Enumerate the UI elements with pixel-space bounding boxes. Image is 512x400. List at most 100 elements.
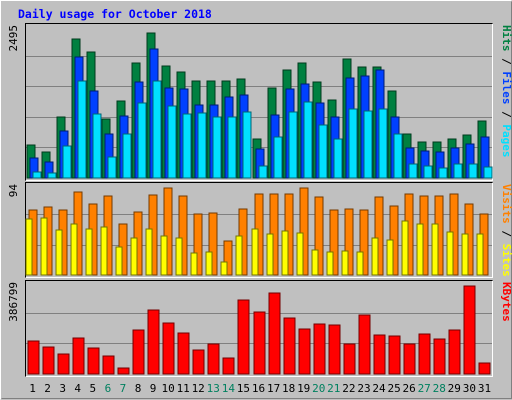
x-axis-labels: 1 2 3 4 5 6 7 8 9 10 11 12 13 14 15 16 17 18 19 20 21 22 23 24 2…: [29, 382, 491, 395]
x-tick-label: 14: [222, 382, 236, 395]
bar-kbytes-day-17: [268, 292, 281, 375]
bars-visits-sites: [25, 187, 489, 276]
bar-visits-day-19: [299, 187, 309, 276]
bar-kbytes-day-2: [42, 346, 55, 375]
bar-kbytes-day-26: [403, 343, 416, 375]
bar-visits-day-13: [208, 212, 218, 276]
bar-kbytes-day-29: [448, 329, 461, 375]
bar-sites-front-day-11: [175, 237, 183, 276]
bar-sites-front-day-31: [476, 233, 484, 276]
x-tick-label: 17: [267, 382, 280, 395]
bar-pages-day-2: [47, 172, 57, 179]
x-tick-label: 19: [297, 382, 310, 395]
legend-visits-sites: Visits / Sites: [500, 184, 512, 277]
bar-pages-day-29: [453, 163, 463, 179]
x-tick-label: 1: [29, 382, 36, 395]
bar-kbytes-day-6: [102, 355, 115, 375]
bar-sites-front-day-8: [130, 237, 138, 276]
bar-pages-day-24: [378, 108, 388, 179]
x-tick-label: 24: [372, 382, 386, 395]
x-tick-label: 26: [402, 382, 415, 395]
bar-sites-front-day-22: [341, 250, 349, 276]
bar-sites-front-day-24: [371, 237, 379, 276]
bar-sites-front-day-13: [205, 251, 213, 276]
bar-sites-front-day-19: [296, 232, 304, 276]
legend-kbytes: KBytes: [500, 282, 512, 322]
x-tick-label: 12: [192, 382, 205, 395]
bar-pages-day-26: [408, 163, 418, 179]
bar-sites-front-day-18: [281, 230, 289, 276]
x-tick-label: 6: [105, 382, 112, 395]
bar-sites-front-day-14: [220, 261, 228, 276]
bar-pages-day-16: [258, 165, 268, 179]
bar-sites-front-day-6: [100, 226, 108, 276]
bar-pages-day-31: [483, 166, 493, 179]
x-tick-label: 28: [433, 382, 446, 395]
bar-sites-front-day-30: [461, 233, 469, 276]
bar-sites-front-day-12: [190, 252, 198, 276]
bar-kbytes-day-21: [328, 324, 341, 375]
bar-kbytes-day-12: [192, 349, 205, 375]
bar-sites-front-day-4: [70, 223, 78, 276]
bar-pages-day-11: [182, 113, 192, 179]
bar-sites-front-day-15: [235, 235, 243, 276]
x-tick-label: 13: [207, 382, 220, 395]
x-tick-label: 5: [89, 382, 96, 395]
bar-sites-front-day-20: [311, 249, 319, 276]
bar-kbytes-day-5: [87, 347, 100, 375]
x-tick-label: 20: [312, 382, 325, 395]
bar-kbytes-day-1: [27, 340, 40, 375]
bar-kbytes-day-28: [433, 338, 446, 375]
plot-frame-light: [26, 183, 493, 278]
x-tick-label: 18: [282, 382, 295, 395]
bar-pages-day-27: [423, 165, 433, 179]
bar-kbytes-day-16: [253, 311, 266, 375]
bar-pages-day-20: [318, 124, 328, 179]
bar-kbytes-day-4: [72, 337, 85, 375]
bar-visits-day-11: [178, 195, 188, 276]
bar-pages-day-18: [288, 111, 298, 179]
bar-pages-day-15: [242, 111, 252, 179]
x-tick-label: 31: [478, 382, 491, 395]
x-tick-label: 11: [177, 382, 190, 395]
bar-sites-front-day-26: [401, 220, 409, 276]
bar-kbytes-day-23: [358, 314, 371, 375]
x-tick-label: 3: [59, 382, 66, 395]
x-tick-label: 2: [44, 382, 51, 395]
chart-title: Daily usage for October 2018: [18, 7, 212, 21]
bar-pages-day-21: [333, 138, 343, 179]
bar-visits-day-12: [193, 213, 203, 276]
x-tick-label: 27: [418, 382, 431, 395]
x-tick-label: 8: [135, 382, 142, 395]
plot-frame-light: [26, 24, 493, 181]
bar-pages-day-23: [363, 110, 373, 179]
bar-pages-day-8: [137, 102, 147, 179]
bar-sites-front-day-27: [416, 223, 424, 276]
legend-hits-files-pages: Hits / Files / Pages: [500, 25, 512, 158]
bar-pages-day-5: [92, 113, 102, 179]
bar-sites-front-day-7: [115, 246, 123, 276]
bar-kbytes-day-19: [298, 328, 311, 375]
x-tick-label: 21: [327, 382, 340, 395]
bars-kbytes: [27, 285, 491, 375]
bar-pages-day-12: [197, 112, 207, 179]
bar-visits-day-20: [314, 196, 324, 276]
bar-visits-day-14: [223, 240, 233, 276]
x-tick-label: 29: [448, 382, 461, 395]
bar-pages-day-10: [167, 105, 177, 179]
x-tick-label: 25: [387, 382, 400, 395]
bar-sites-front-day-2: [40, 217, 48, 276]
bar-kbytes-day-30: [463, 285, 476, 375]
bar-pages-day-28: [438, 167, 448, 179]
bar-pages-day-3: [62, 145, 72, 179]
x-tick-label: 15: [237, 382, 250, 395]
panel-kbytes: 386799 KBytes: [7, 280, 512, 377]
x-tick-label: 22: [342, 382, 355, 395]
panel-hits-files-pages: 2495 Hits / Files / Pages: [7, 23, 512, 181]
bar-kbytes-day-11: [177, 332, 190, 375]
bar-sites-front-day-25: [386, 239, 394, 276]
bar-sites-front-day-9: [145, 228, 153, 276]
bar-kbytes-day-25: [388, 335, 401, 375]
bar-visits-day-24: [374, 196, 384, 276]
bar-kbytes-day-3: [57, 353, 70, 375]
